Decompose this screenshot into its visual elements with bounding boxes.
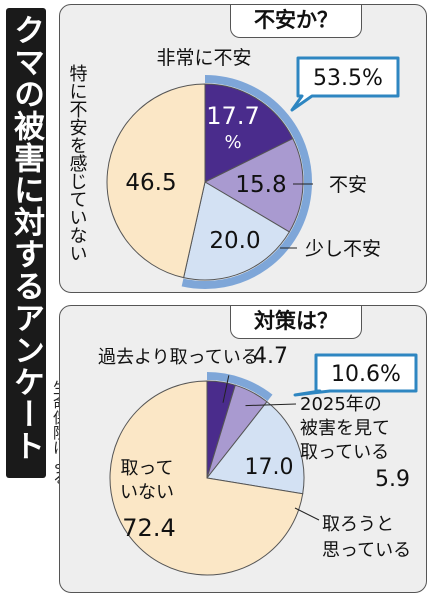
anxiety-value-0-unit: % xyxy=(224,132,241,153)
anxiety-ring xyxy=(181,75,312,289)
vertical-title-bar: クマの被害に対するアンケート xyxy=(6,8,46,478)
measures-label-2-line-1: 思っている xyxy=(322,540,411,561)
measures-label-3-line-0: 取って xyxy=(120,458,173,479)
anxiety-label-2: 少し不安 xyxy=(305,238,381,260)
measures-value-1: 5.9 xyxy=(375,467,410,492)
anxiety-slice-2 xyxy=(183,181,291,281)
survey-title: クマの被害に対するアンケート xyxy=(8,14,44,462)
measures-label-0: 過去より取っている xyxy=(98,347,259,368)
anxiety-slice-1 xyxy=(203,137,304,233)
anxiety-value-2: 20.0 xyxy=(209,228,260,254)
measures-label-1-line-2: 取っている xyxy=(300,442,389,463)
measures-leader-2 xyxy=(294,507,320,521)
anxiety-label-1: 不安 xyxy=(329,174,367,196)
measures-leader-0 xyxy=(222,375,230,403)
measures-label-2-line-0: 取ろうと xyxy=(322,514,394,535)
measures-label-1-line-0: 2025年の xyxy=(300,394,382,415)
anxiety-chart-title: 不安か？ xyxy=(230,5,362,38)
measures-slice-3 xyxy=(109,380,304,576)
anxiety-label-0: 非常に不安 xyxy=(156,47,251,69)
measures-slice-2 xyxy=(206,401,305,495)
measures-value-3: 72.4 xyxy=(122,514,175,542)
anxiety-value-3: 46.5 xyxy=(125,170,176,196)
measures-value-2: 17.0 xyxy=(245,455,294,480)
measures-chart-title: 対策は？ xyxy=(230,306,362,339)
anxiety-callout-text: 53.5% xyxy=(313,66,383,91)
anxiety-label-3: 特に不安を感じていない xyxy=(67,64,88,262)
measures-callout-text: 10.6% xyxy=(331,362,401,387)
anxiety-callout-box xyxy=(290,56,400,112)
measures-callout-box xyxy=(293,353,418,397)
measures-ring xyxy=(206,372,273,401)
measures-leader-1 xyxy=(245,403,297,407)
anxiety-value-0: 17.7 xyxy=(206,102,259,130)
anxiety-value-1: 15.8 xyxy=(235,172,286,198)
measures-label-1-line-1: 被害を見て xyxy=(300,418,390,439)
measures-value-0: 4.7 xyxy=(253,344,288,369)
measures-label-3-line-1: いない xyxy=(120,482,174,503)
anxiety-slice-0 xyxy=(204,83,294,183)
anxiety-slice-3 xyxy=(106,83,206,279)
